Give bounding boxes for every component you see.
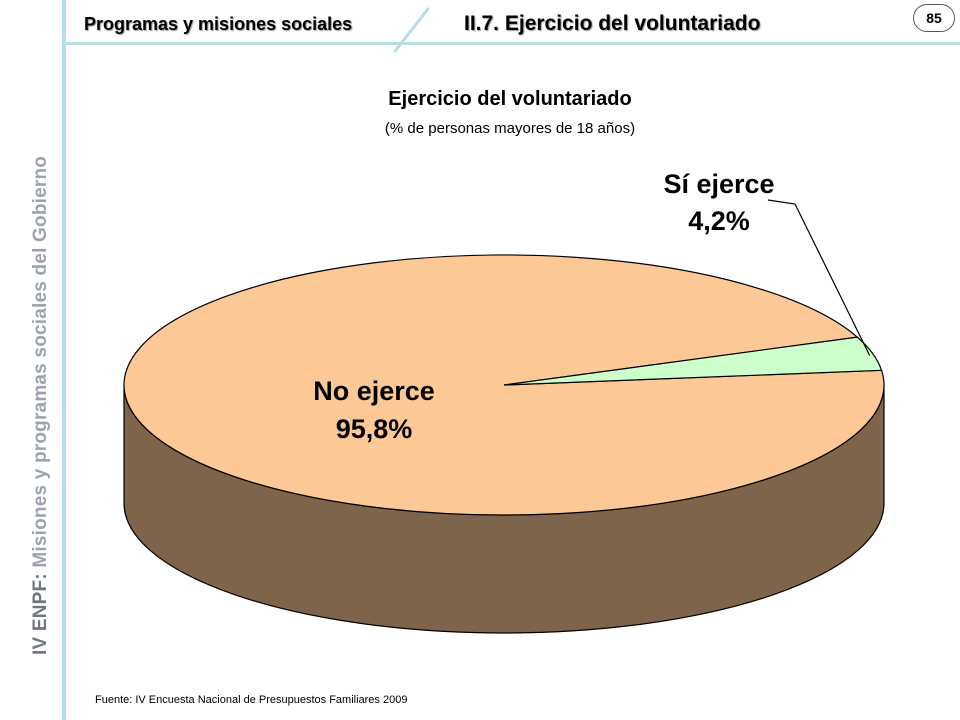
header-divider — [66, 42, 960, 45]
chart-title: Ejercicio del voluntariado — [388, 88, 632, 110]
value-label-no-ejerce: 95,8% — [336, 414, 413, 444]
page-title: II.7. Ejercicio del voluntariado — [464, 12, 761, 35]
section-title: Programas y misiones sociales — [84, 14, 353, 34]
source-note: Fuente: IV Encuesta Nacional de Presupue… — [95, 694, 408, 706]
page-number-badge: 85 — [913, 4, 955, 32]
value-label-si-ejerce: 4,2% — [688, 206, 750, 236]
label-no-ejerce: No ejerce — [313, 376, 435, 406]
leader-line-si-ejerce — [767, 199, 871, 356]
label-si-ejerce: Sí ejerce — [663, 169, 774, 199]
chart-subtitle: (% de personas mayores de 18 años) — [384, 120, 636, 137]
pie-slice-si-ejerce — [503, 336, 883, 386]
sidebar-divider — [62, 0, 66, 720]
sidebar-band — [0, 0, 60, 720]
